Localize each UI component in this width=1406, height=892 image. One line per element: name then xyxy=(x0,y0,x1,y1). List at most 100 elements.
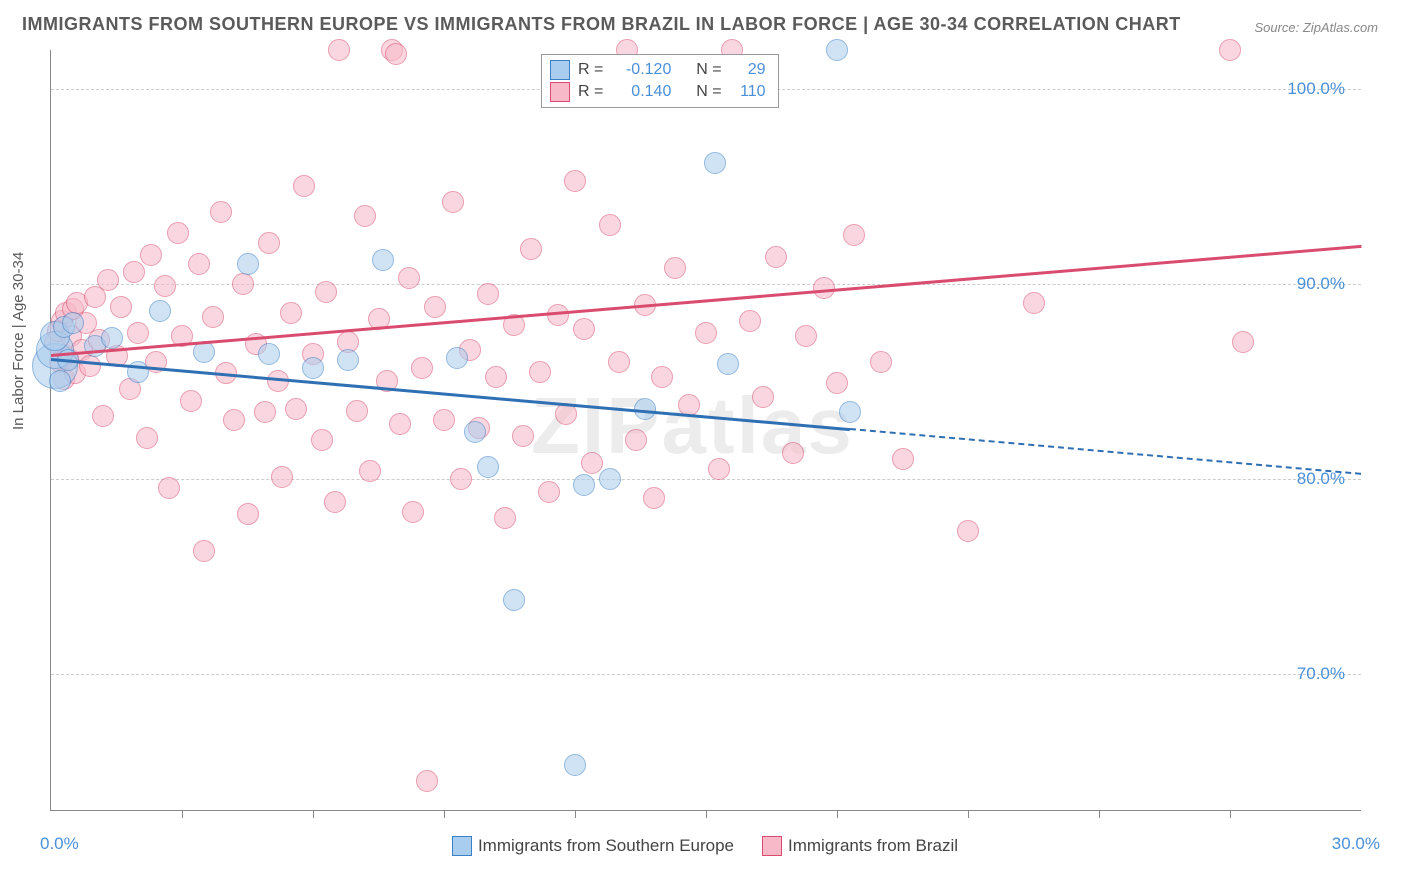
data-point xyxy=(555,403,577,425)
data-point xyxy=(477,283,499,305)
data-point xyxy=(324,491,346,513)
data-point xyxy=(503,589,525,611)
data-point xyxy=(237,503,259,525)
data-point xyxy=(127,322,149,344)
source-attribution: Source: ZipAtlas.com xyxy=(1254,20,1378,35)
data-point xyxy=(346,400,368,422)
legend-stats: R =-0.120 N =29R =0.140 N =110 xyxy=(541,54,779,108)
data-point xyxy=(433,409,455,431)
x-tick xyxy=(313,810,314,818)
data-point xyxy=(892,448,914,470)
legend-bottom: Immigrants from Southern Europe Immigrant… xyxy=(50,836,1360,861)
data-point xyxy=(140,244,162,266)
legend-swatch xyxy=(550,82,570,102)
data-point xyxy=(708,458,730,480)
chart-title: IMMIGRANTS FROM SOUTHERN EUROPE VS IMMIG… xyxy=(22,14,1181,35)
data-point xyxy=(79,355,101,377)
data-point xyxy=(149,300,171,322)
data-point xyxy=(188,253,210,275)
data-point xyxy=(704,152,726,174)
x-tick xyxy=(1099,810,1100,818)
data-point xyxy=(158,477,180,499)
y-tick-label: 100.0% xyxy=(1287,79,1345,99)
data-point xyxy=(573,474,595,496)
data-point xyxy=(599,468,621,490)
data-point xyxy=(302,357,324,379)
data-point xyxy=(62,312,84,334)
data-point xyxy=(450,468,472,490)
data-point xyxy=(180,390,202,412)
data-point xyxy=(127,361,149,383)
gridline xyxy=(51,479,1361,480)
data-point xyxy=(512,425,534,447)
legend-swatch xyxy=(452,836,472,856)
data-point xyxy=(564,170,586,192)
data-point xyxy=(202,306,224,328)
x-tick xyxy=(575,810,576,818)
x-tick xyxy=(182,810,183,818)
legend-n-value: 29 xyxy=(730,59,766,81)
data-point xyxy=(271,466,293,488)
trend-line-dashed xyxy=(850,428,1361,475)
legend-series-item: Immigrants from Brazil xyxy=(762,836,958,856)
data-point xyxy=(625,429,647,451)
data-point xyxy=(424,296,446,318)
data-point xyxy=(643,487,665,509)
data-point xyxy=(402,501,424,523)
data-point xyxy=(223,409,245,431)
data-point xyxy=(813,277,835,299)
data-point xyxy=(328,39,350,61)
data-point xyxy=(843,224,865,246)
data-point xyxy=(280,302,302,324)
data-point xyxy=(258,232,280,254)
data-point xyxy=(795,325,817,347)
data-point xyxy=(782,442,804,464)
data-point xyxy=(385,43,407,65)
legend-series-label: Immigrants from Brazil xyxy=(788,836,958,856)
data-point xyxy=(717,353,739,375)
data-point xyxy=(538,481,560,503)
data-point xyxy=(210,201,232,223)
data-point xyxy=(154,275,176,297)
data-point xyxy=(547,304,569,326)
legend-r-label: R = xyxy=(578,81,603,103)
legend-r-label: R = xyxy=(578,59,603,81)
x-tick xyxy=(968,810,969,818)
data-point xyxy=(315,281,337,303)
data-point xyxy=(389,413,411,435)
data-point xyxy=(258,343,280,365)
data-point xyxy=(372,249,394,271)
data-point xyxy=(765,246,787,268)
legend-n-label: N = xyxy=(696,81,721,103)
data-point xyxy=(664,257,686,279)
data-point xyxy=(136,427,158,449)
data-point xyxy=(826,39,848,61)
legend-swatch xyxy=(550,60,570,80)
data-point xyxy=(267,370,289,392)
data-point xyxy=(1023,292,1045,314)
x-tick xyxy=(837,810,838,818)
data-point xyxy=(1232,331,1254,353)
legend-r-value: -0.120 xyxy=(611,59,671,81)
data-point xyxy=(739,310,761,332)
data-point xyxy=(494,507,516,529)
legend-stats-row: R =-0.120 N =29 xyxy=(550,59,766,81)
data-point xyxy=(839,401,861,423)
x-tick xyxy=(444,810,445,818)
data-point xyxy=(485,366,507,388)
data-point xyxy=(254,401,276,423)
data-point xyxy=(529,361,551,383)
plot-area: ZIPatlas 70.0%80.0%90.0%100.0%R =-0.120 … xyxy=(50,50,1361,811)
data-point xyxy=(311,429,333,451)
legend-series-label: Immigrants from Southern Europe xyxy=(478,836,734,856)
data-point xyxy=(957,520,979,542)
legend-swatch xyxy=(762,836,782,856)
data-point xyxy=(49,370,71,392)
data-point xyxy=(695,322,717,344)
data-point xyxy=(608,351,630,373)
data-point xyxy=(464,421,486,443)
legend-series-item: Immigrants from Southern Europe xyxy=(452,836,734,856)
data-point xyxy=(752,386,774,408)
data-point xyxy=(520,238,542,260)
y-tick-label: 70.0% xyxy=(1297,664,1345,684)
